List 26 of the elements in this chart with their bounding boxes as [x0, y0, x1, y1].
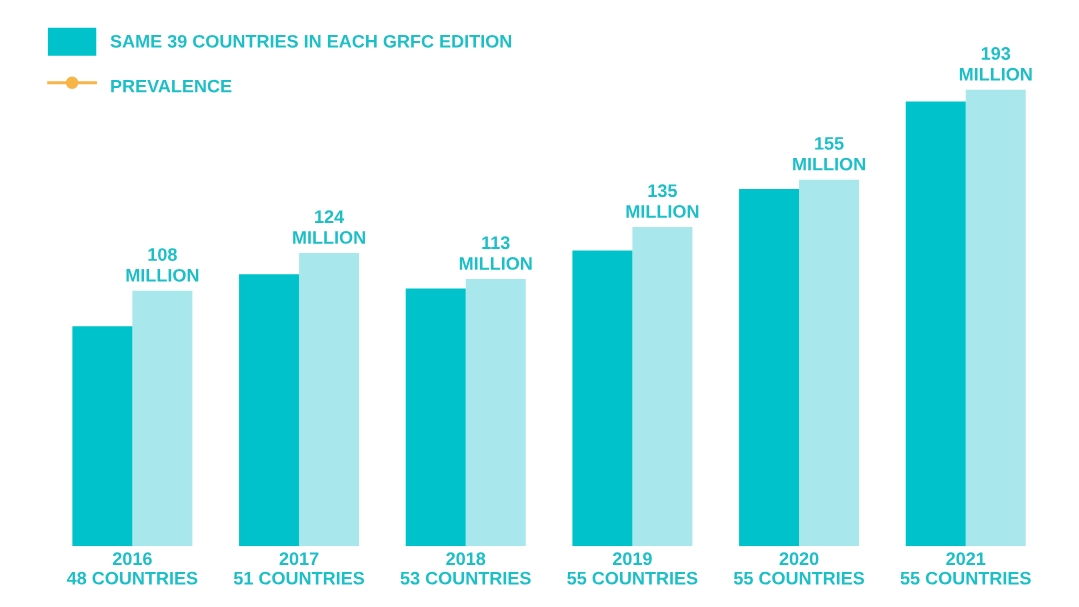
bar: [465, 279, 526, 547]
bar: [572, 250, 633, 547]
x-tick-label: 2018 53 COUNTRIES: [400, 552, 531, 585]
x-tick-label: 2019 55 COUNTRIES: [567, 552, 698, 585]
bar: [739, 189, 800, 547]
legend-label: PREVALENCE: [111, 79, 232, 93]
bar: [132, 290, 193, 547]
x-tick-label: 2017 51 COUNTRIES: [233, 552, 365, 585]
data-label: 124 MILLION: [293, 210, 365, 244]
data-label: 193 MILLION: [959, 47, 1032, 81]
bar: [239, 274, 300, 547]
bar: [632, 226, 693, 547]
x-tick-label: 2021 55 COUNTRIES: [900, 552, 1031, 585]
data-label: 135 MILLION: [626, 184, 699, 218]
bar: [72, 326, 133, 547]
x-tick-label: 2016 48 COUNTRIES: [66, 552, 198, 585]
x-tick-label: 2020 55 COUNTRIES: [733, 552, 865, 585]
legend-label: SAME 39 COUNTRIES IN EACH GRFC EDITION: [110, 34, 512, 48]
data-label: 108 MILLION: [126, 248, 199, 282]
bar: [965, 89, 1026, 547]
bar: [905, 101, 966, 547]
bar: [799, 179, 860, 547]
data-label: 113 MILLION: [459, 236, 532, 270]
data-label: 155 MILLION: [793, 137, 865, 171]
bar: [299, 252, 360, 547]
bar: [405, 288, 466, 547]
